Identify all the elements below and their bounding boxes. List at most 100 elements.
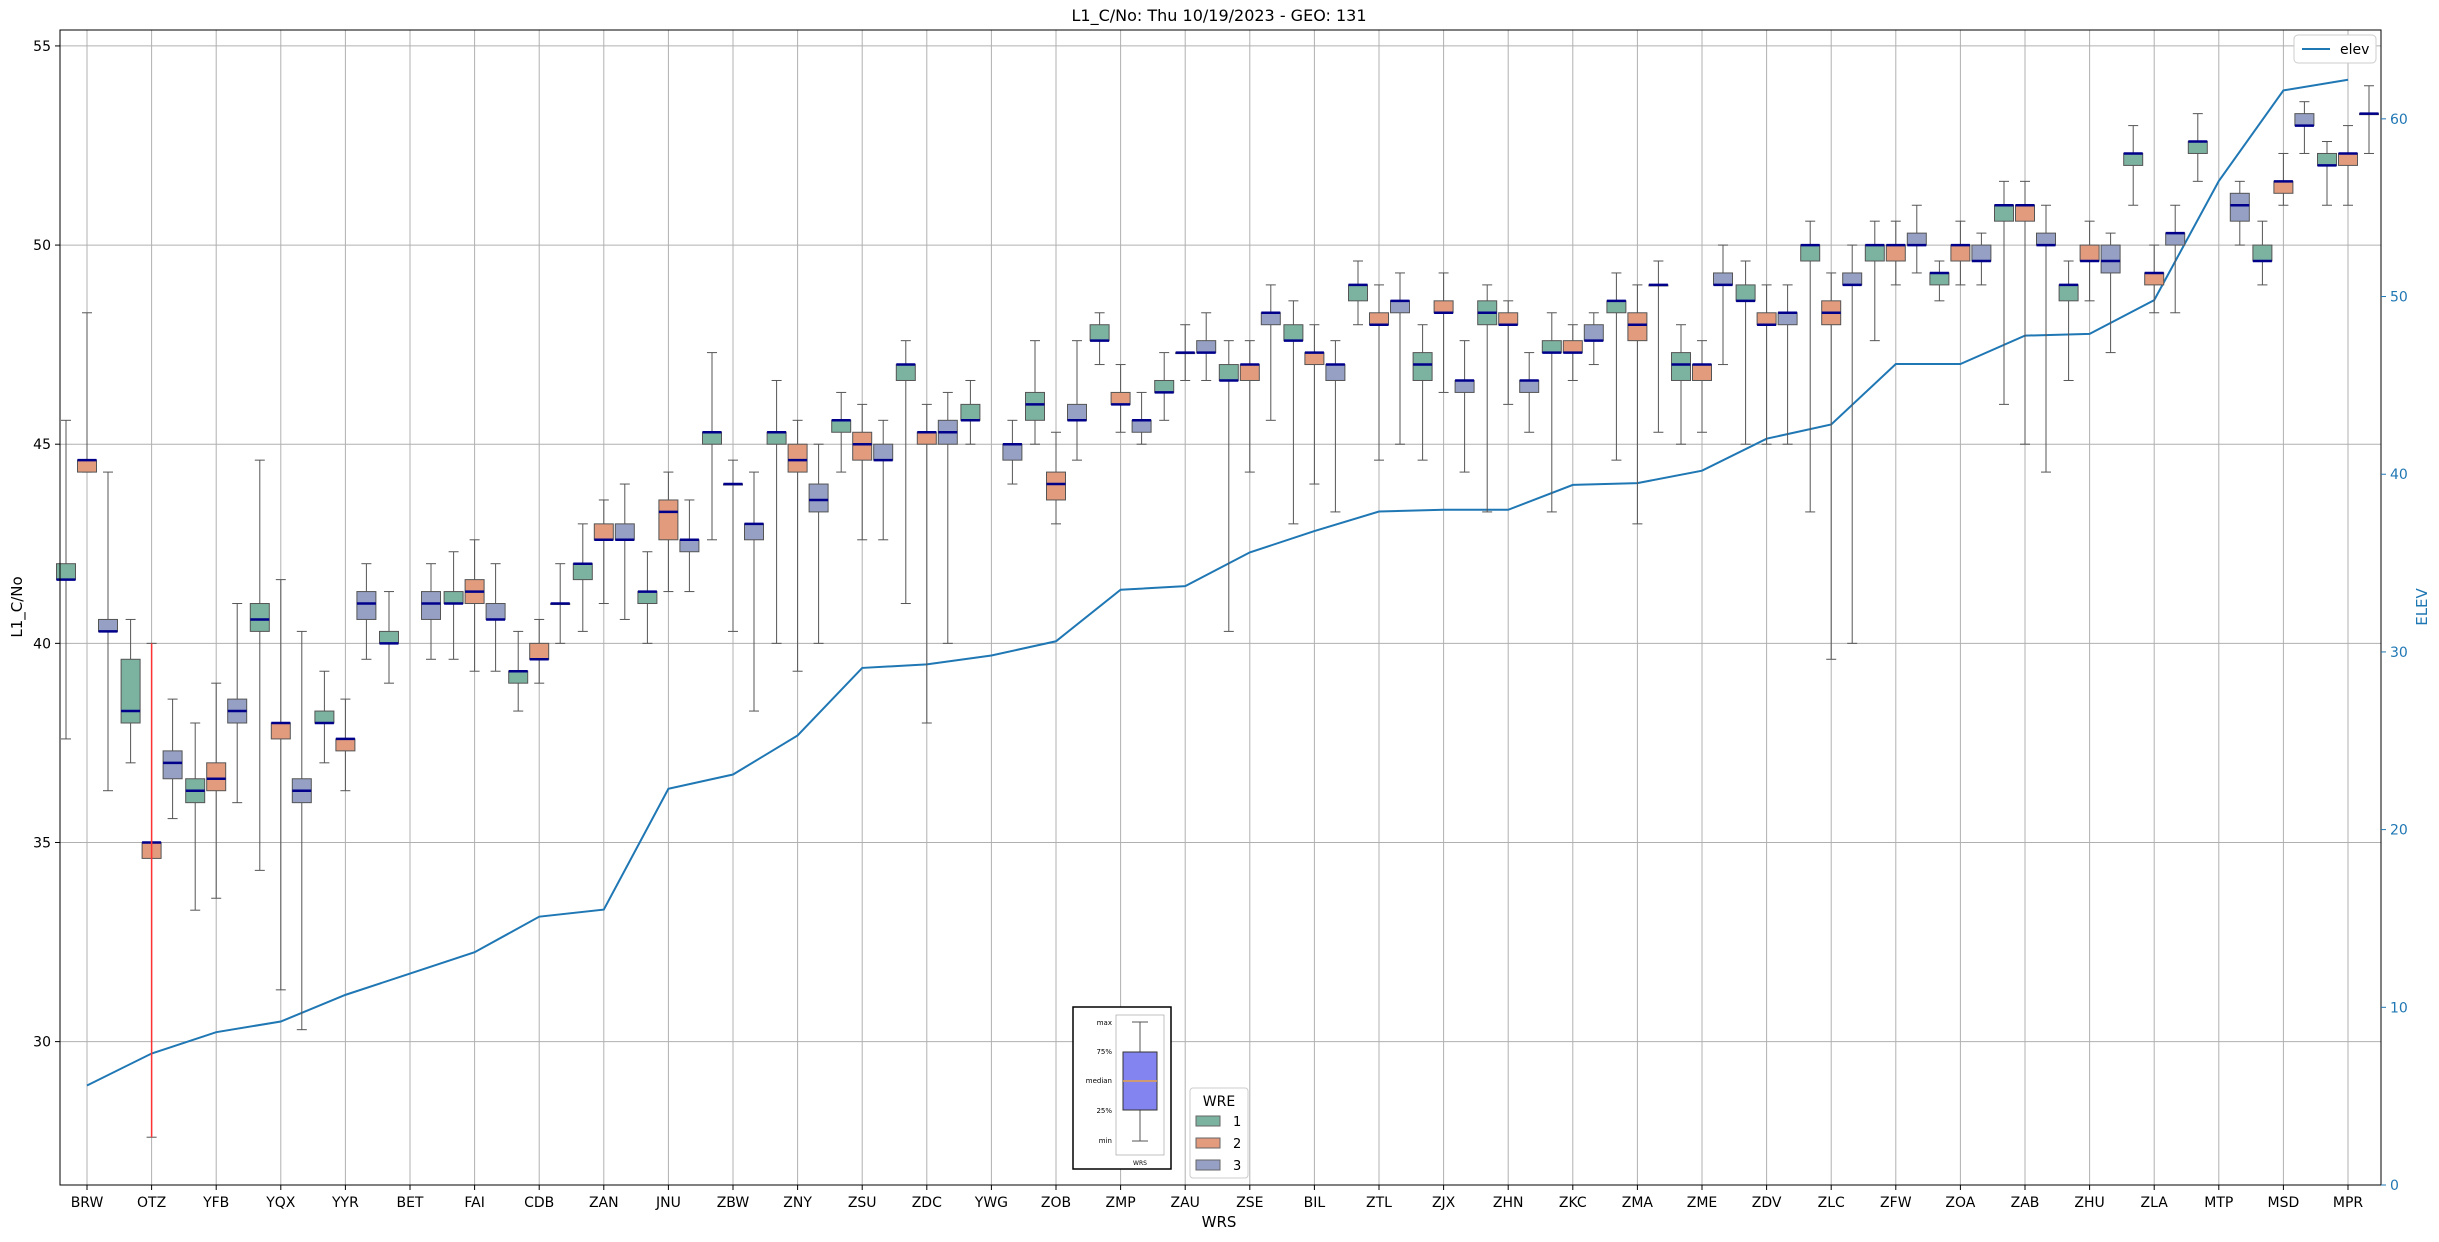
box-body bbox=[249, 603, 270, 632]
box-zau-wre1 bbox=[1154, 352, 1175, 421]
x-tick-label: ZHU bbox=[2074, 1195, 2104, 1211]
box-zfw-wre2 bbox=[1885, 220, 1906, 286]
box-zma-wre2 bbox=[1627, 284, 1648, 525]
box-body bbox=[1283, 324, 1304, 342]
box-zme-wre1 bbox=[1671, 324, 1691, 445]
box-body bbox=[1756, 312, 1777, 326]
x-tick-label: ZMA bbox=[1622, 1195, 1654, 1211]
boxplot-key-inset: max 75% median 25% min WRS bbox=[1072, 1006, 1172, 1170]
y2-tick-label: 0 bbox=[2390, 1178, 2399, 1194]
legend-elev-label: elev bbox=[2340, 42, 2369, 58]
box-body bbox=[1260, 312, 1281, 326]
box-zab-wre3 bbox=[2036, 204, 2056, 473]
elev-line bbox=[86, 78, 2349, 1087]
box-body bbox=[1089, 324, 1110, 342]
box-zdv-wre2 bbox=[1756, 284, 1777, 445]
legend-elev-frame bbox=[2293, 34, 2377, 64]
box-body bbox=[1583, 324, 1604, 342]
x-axis-label: WRS bbox=[1202, 1213, 1237, 1231]
box-body bbox=[1304, 352, 1325, 366]
box-body bbox=[1971, 244, 1992, 262]
box-zfw-wre1 bbox=[1864, 220, 1885, 342]
box-zma-wre1 bbox=[1606, 272, 1627, 461]
y-tick-label: 35 bbox=[33, 835, 51, 851]
x-tick-label: YYR bbox=[331, 1195, 359, 1211]
box-body bbox=[1842, 272, 1863, 286]
box-body bbox=[1002, 443, 1023, 461]
box-brw-wre1 bbox=[56, 419, 76, 740]
key-box-label-max: max bbox=[1097, 1019, 1112, 1027]
x-tick-label: ZME bbox=[1687, 1195, 1718, 1211]
box-msd-wre2 bbox=[2273, 152, 2294, 206]
x-tick-label: JNU bbox=[655, 1195, 681, 1211]
box-body bbox=[831, 419, 852, 433]
x-tick-label: MTP bbox=[2204, 1195, 2233, 1211]
box-zla-wre3 bbox=[2165, 204, 2186, 314]
x-tick-label: ZKC bbox=[1559, 1195, 1587, 1211]
y2-tick-label: 40 bbox=[2390, 467, 2408, 483]
box-zny-wre2 bbox=[787, 419, 808, 672]
box-body bbox=[1067, 403, 1087, 421]
legend-wre[interactable]: WRE 1 2 3 bbox=[1189, 1087, 1249, 1179]
box-zab-wre2 bbox=[2015, 180, 2035, 445]
box-body bbox=[2036, 232, 2056, 246]
box-cdb-wre1 bbox=[508, 630, 529, 712]
box-mpr-wre1 bbox=[2317, 141, 2337, 206]
box-body bbox=[1218, 364, 1239, 381]
box-body bbox=[1498, 312, 1519, 326]
box-zlc-wre3 bbox=[1842, 244, 1863, 644]
box-zlc-wre1 bbox=[1800, 220, 1821, 513]
box-body bbox=[2100, 244, 2121, 274]
x-tick-label: YWG bbox=[974, 1195, 1008, 1211]
box-yfb-wre2 bbox=[206, 682, 227, 899]
box-zob-wre1 bbox=[1025, 340, 1045, 445]
box-zkc-wre1 bbox=[1541, 312, 1562, 513]
box-yyr-wre3 bbox=[356, 563, 377, 660]
box-jnu-wre1 bbox=[637, 551, 658, 644]
legend-elev[interactable]: elev bbox=[2293, 34, 2377, 64]
box-zmp-wre3 bbox=[1131, 391, 1152, 445]
box-zhu-wre2 bbox=[2079, 220, 2100, 302]
box-zob-wre3 bbox=[1067, 340, 1087, 461]
y-tick-label: 45 bbox=[33, 437, 51, 453]
box-yqx-wre2 bbox=[270, 579, 291, 991]
box-zny-wre3 bbox=[808, 443, 829, 644]
box-zob-wre2 bbox=[1046, 431, 1066, 525]
y-tick-label: 40 bbox=[33, 636, 51, 652]
box-body bbox=[2273, 180, 2294, 194]
box-body bbox=[1864, 244, 1885, 262]
box-bet-wre3 bbox=[421, 563, 441, 660]
legend-wre-entry-2: 2 bbox=[1195, 1137, 1241, 1152]
key-box-label-q1: 25% bbox=[1096, 1107, 1112, 1115]
y2-tick-label: 50 bbox=[2390, 290, 2408, 306]
box-body bbox=[614, 523, 635, 541]
box-body bbox=[98, 618, 118, 632]
box-body bbox=[508, 670, 529, 684]
box-zoa-wre3 bbox=[1971, 232, 1992, 286]
box-zdc-wre2 bbox=[916, 403, 937, 724]
box-body bbox=[1196, 340, 1217, 354]
box-body bbox=[1906, 232, 1927, 246]
box-body bbox=[2015, 204, 2035, 222]
box-body bbox=[593, 523, 614, 541]
y-tick-label: 50 bbox=[33, 238, 51, 254]
legend-wre-swatch-3 bbox=[1195, 1159, 1221, 1171]
y-axis: 30 35 40 45 50 55 bbox=[33, 39, 60, 1051]
box-zbw-wre1 bbox=[702, 352, 722, 541]
x-tick-label: ZDC bbox=[912, 1195, 942, 1211]
box-body bbox=[1110, 391, 1131, 405]
box-body bbox=[637, 591, 658, 605]
box-yyr-wre2 bbox=[335, 698, 356, 792]
x-tick-label: ZOB bbox=[1041, 1195, 1071, 1211]
x-tick-label: OTZ bbox=[137, 1195, 166, 1211]
x-tick-label: ZAN bbox=[589, 1195, 619, 1211]
box-body bbox=[1800, 244, 1821, 262]
box-zjx-wre1 bbox=[1412, 324, 1433, 461]
x-tick-label: YQX bbox=[265, 1195, 296, 1211]
box-body bbox=[787, 443, 808, 473]
box-body bbox=[2317, 152, 2337, 166]
box-zau-wre3 bbox=[1196, 312, 1217, 381]
box-body bbox=[1562, 340, 1583, 354]
